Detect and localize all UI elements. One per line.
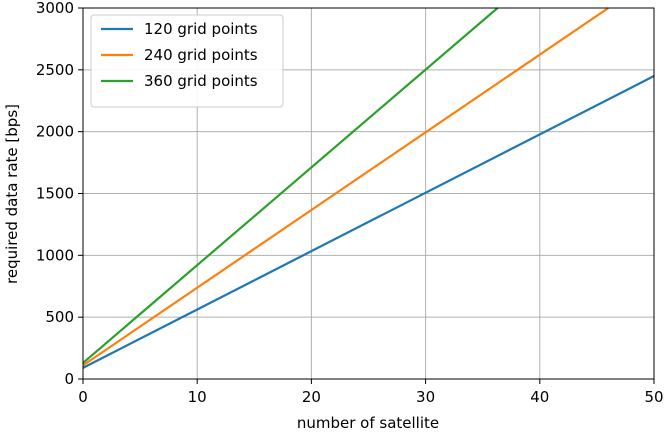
legend-label: 240 grid points [144,46,258,64]
x-tick-label: 40 [530,388,549,406]
legend-label: 120 grid points [144,20,258,38]
series-line-1 [82,75,655,369]
y-tick-label: 1500 [36,185,74,203]
legend: 120 grid points 240 grid points 360 grid p… [90,14,284,108]
y-tick-label: 3000 [36,0,74,17]
y-tick-label: 0 [64,370,74,388]
series-line-2 [82,7,609,367]
x-tick-label: 30 [416,388,435,406]
y-axis-label: required data rate [bps] [3,104,21,284]
x-tick-label: 0 [78,388,88,406]
x-axis-label: number of satellite [297,414,439,432]
x-tick-label: 50 [644,388,663,406]
y-tick-label: 2500 [36,61,74,79]
series-lines [82,7,655,369]
y-tick-label: 1000 [36,246,74,264]
x-tick-label: 10 [188,388,207,406]
series-line-3 [82,7,499,364]
grid-lines [82,7,655,380]
x-tick-label: 20 [302,388,321,406]
legend-label: 360 grid points [144,72,258,90]
y-tick-label: 500 [45,308,74,326]
y-tick-label: 2000 [36,123,74,141]
legend-box [90,14,284,108]
